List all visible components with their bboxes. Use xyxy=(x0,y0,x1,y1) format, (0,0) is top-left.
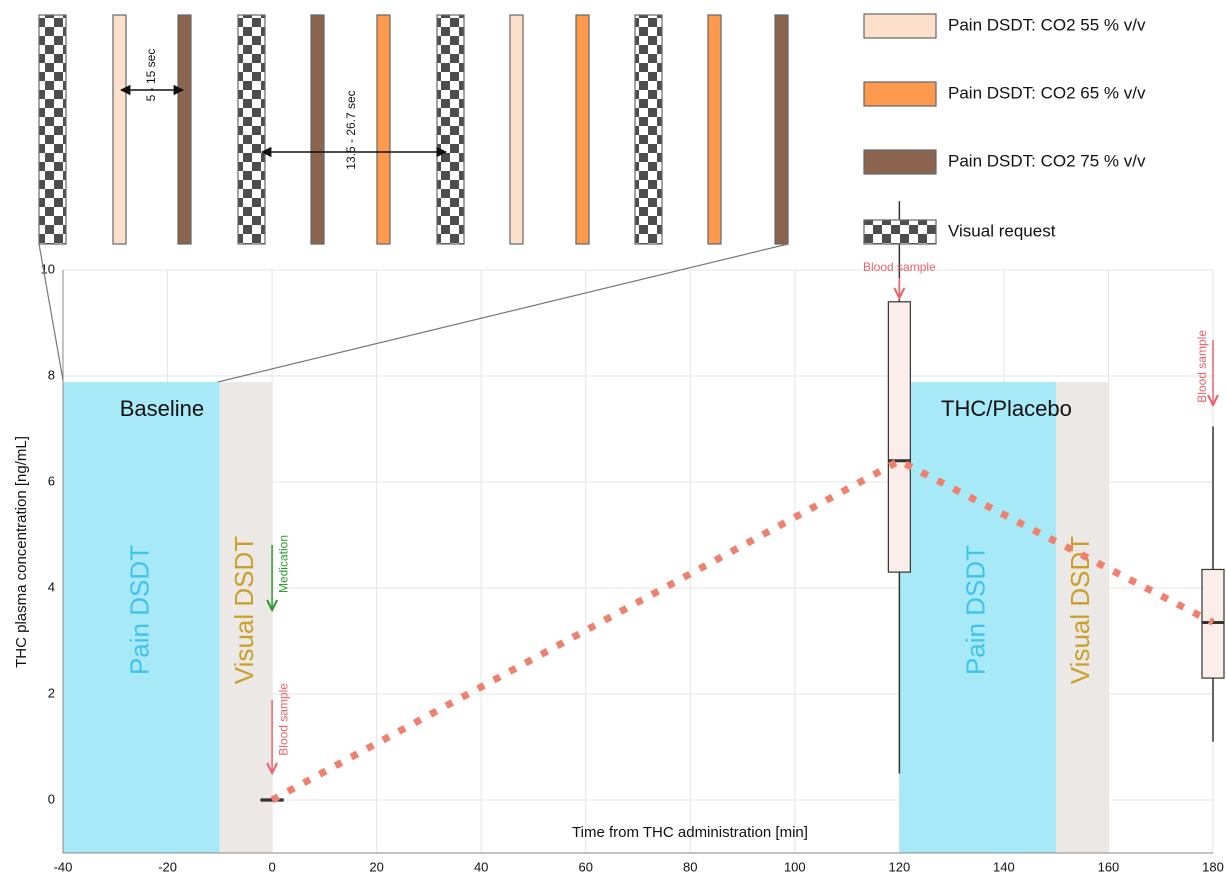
stimulus-bar xyxy=(634,14,663,245)
phase-group-label: THC/Placebo xyxy=(941,396,1072,421)
annotation-label: Blood sample xyxy=(1195,330,1209,403)
legend-swatch xyxy=(863,81,937,107)
phase-region xyxy=(899,382,1057,853)
x-axis-label: Time from THC administration [min] xyxy=(572,824,808,841)
y-tick-label: 0 xyxy=(48,791,55,806)
stimulus-bar xyxy=(310,14,325,245)
stimulus-bar xyxy=(112,14,127,245)
annotation: Medication xyxy=(266,535,290,613)
x-tick-label: 20 xyxy=(369,859,383,874)
stimulus-bar xyxy=(707,14,722,245)
x-tick-label: 40 xyxy=(474,859,488,874)
phase-label: Visual DSDT xyxy=(1065,536,1095,684)
legend-label: Visual request xyxy=(948,221,1056,240)
y-axis-label: THC plasma concentration [ng/mL] xyxy=(13,436,30,668)
phase-region xyxy=(63,382,220,853)
annotation-label: Blood sample xyxy=(863,260,936,274)
legend-label: Pain DSDT: CO2 75 % v/v xyxy=(948,151,1146,170)
stimulus-bar xyxy=(376,14,391,245)
annotation-arrowhead xyxy=(893,287,906,301)
x-tick-label: 60 xyxy=(578,859,592,874)
phase-label: Pain DSDT xyxy=(961,545,991,675)
x-tick-label: 180 xyxy=(1202,859,1224,874)
x-tick-label: 0 xyxy=(268,859,275,874)
stimulus-bar xyxy=(774,14,789,245)
annotation: Blood sample xyxy=(266,683,290,776)
stimulus-bar xyxy=(237,14,266,245)
zoom-line xyxy=(217,243,789,383)
annotation: Blood sample xyxy=(863,260,936,301)
legend-swatch xyxy=(863,219,937,245)
annotation-label: Blood sample xyxy=(276,683,290,756)
y-tick-label: 8 xyxy=(48,367,55,382)
x-tick-label: 160 xyxy=(1098,859,1120,874)
zoom-line xyxy=(38,243,64,381)
x-tick-label: -20 xyxy=(158,859,177,874)
annotation-arrowhead xyxy=(266,599,278,613)
x-tick-label: 120 xyxy=(889,859,911,874)
stimulus-bar xyxy=(38,14,67,245)
legend-swatch xyxy=(863,149,937,175)
stimulus-bar xyxy=(575,14,590,245)
x-tick-label: 140 xyxy=(993,859,1015,874)
x-tick-label: -40 xyxy=(54,859,73,874)
interval-label: 13.5 - 26.7 sec xyxy=(344,90,358,169)
annotation: Blood sample xyxy=(1195,330,1219,408)
annotation-arrowhead xyxy=(266,762,278,776)
x-tick-label: 80 xyxy=(683,859,697,874)
annotation-label: Medication xyxy=(276,535,290,593)
y-tick-label: 2 xyxy=(48,685,55,700)
legend-label: Pain DSDT: CO2 65 % v/v xyxy=(948,83,1146,102)
y-tick-label: 6 xyxy=(48,473,55,488)
stimulus-bar xyxy=(177,14,192,245)
interval-label: 5 - 15 sec xyxy=(144,49,158,102)
box xyxy=(887,301,911,573)
stimulus-bar xyxy=(509,14,524,245)
stimulus-bar xyxy=(436,14,465,245)
legend-label: Pain DSDT: CO2 55 % v/v xyxy=(948,15,1146,34)
phase-region xyxy=(219,382,273,853)
phase-label: Pain DSDT xyxy=(124,545,154,675)
legend-swatch xyxy=(863,13,937,39)
annotation-arrowhead xyxy=(1207,394,1219,408)
y-tick-label: 4 xyxy=(48,579,55,594)
phase-group-label: Baseline xyxy=(120,396,204,421)
phase-label: Visual DSDT xyxy=(229,536,259,684)
phase-region xyxy=(1056,382,1109,853)
mean-line xyxy=(270,456,1215,804)
x-tick-label: 100 xyxy=(784,859,806,874)
